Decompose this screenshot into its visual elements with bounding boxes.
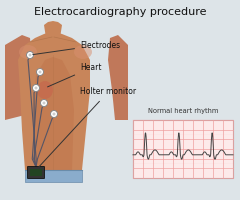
- Text: Heart: Heart: [48, 64, 102, 87]
- Text: Electrodes: Electrodes: [33, 40, 120, 55]
- Polygon shape: [18, 32, 90, 170]
- Circle shape: [32, 84, 40, 92]
- Polygon shape: [5, 35, 32, 120]
- Polygon shape: [25, 170, 82, 182]
- Text: Normal heart rhythm: Normal heart rhythm: [148, 108, 218, 114]
- Text: Electrocardiography procedure: Electrocardiography procedure: [34, 7, 206, 17]
- Bar: [30, 169, 42, 176]
- Circle shape: [50, 110, 58, 117]
- Circle shape: [38, 71, 42, 73]
- Ellipse shape: [74, 45, 92, 59]
- Circle shape: [53, 112, 55, 116]
- Circle shape: [36, 68, 43, 75]
- Polygon shape: [44, 21, 62, 38]
- Circle shape: [42, 102, 46, 104]
- Circle shape: [35, 86, 37, 90]
- FancyBboxPatch shape: [28, 166, 44, 178]
- Polygon shape: [33, 57, 74, 170]
- Polygon shape: [108, 35, 128, 120]
- Circle shape: [26, 51, 34, 58]
- Text: Holter monitor: Holter monitor: [38, 88, 136, 168]
- Ellipse shape: [19, 45, 37, 59]
- Circle shape: [41, 99, 48, 106]
- Bar: [133, 120, 233, 178]
- Ellipse shape: [37, 81, 53, 99]
- Circle shape: [29, 53, 31, 56]
